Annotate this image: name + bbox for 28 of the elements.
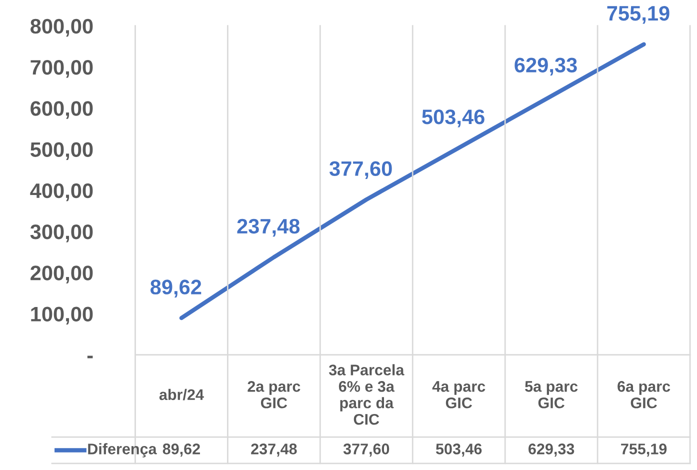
legend-label: Diferença	[88, 443, 157, 458]
y-tick-label: -	[87, 356, 93, 358]
x-tick-label: 5a parc GIC	[525, 381, 578, 408]
x-tick-label: 4a parc GIC	[432, 381, 486, 408]
text: 629,33	[514, 58, 577, 76]
y-tick-label: 500,00	[30, 142, 93, 160]
x-tick-label: abr/24	[159, 388, 204, 400]
text: 89,62	[150, 280, 202, 298]
y-tick-label: 400,00	[30, 183, 93, 202]
x-tick-label: 2a parc GIC	[248, 381, 300, 408]
data-label: 629,33	[528, 444, 574, 457]
data-label: 237,48	[251, 444, 297, 457]
text: 755,19	[607, 6, 670, 24]
y-tick-label: 600,00	[30, 101, 93, 119]
y-tick-label: 200,00	[30, 266, 93, 284]
x-tick-label: 6a parc GIC	[618, 381, 670, 408]
x-tick-label: 3a Parcela 6% e 3a parc da CIC	[328, 364, 404, 425]
text: 503,46	[422, 109, 484, 128]
y-tick-label: 100,00	[31, 306, 93, 324]
y-tick-label: 700,00	[30, 60, 93, 78]
y-tick-label: 300,00	[30, 224, 93, 242]
data-label: 755,19	[621, 444, 667, 457]
data-label: 503,46	[436, 444, 482, 457]
data-label: 89,62	[162, 444, 200, 457]
text: 237,48	[237, 218, 300, 237]
y-tick-label: 800,00	[30, 18, 93, 37]
data-label: 377,60	[343, 444, 390, 457]
text: 377,60	[329, 161, 392, 180]
